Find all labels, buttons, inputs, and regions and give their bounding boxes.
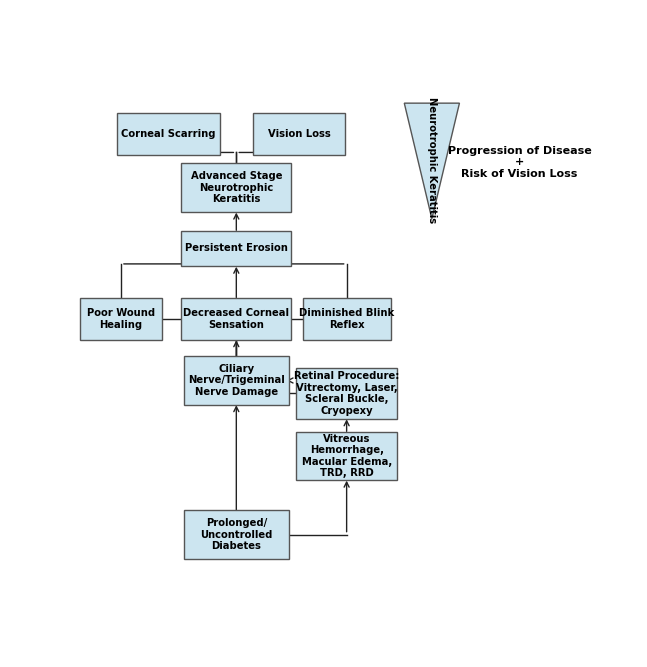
Text: Ciliary
Nerve/Trigeminal
Nerve Damage: Ciliary Nerve/Trigeminal Nerve Damage (188, 364, 285, 397)
Text: Corneal Scarring: Corneal Scarring (122, 129, 216, 139)
FancyBboxPatch shape (80, 297, 162, 340)
Text: Diminished Blink
Reflex: Diminished Blink Reflex (299, 308, 394, 329)
Text: Neurotrophic Keratitis: Neurotrophic Keratitis (427, 97, 437, 223)
FancyBboxPatch shape (184, 356, 289, 405)
FancyBboxPatch shape (184, 510, 289, 559)
FancyBboxPatch shape (117, 113, 220, 155)
Text: Advanced Stage
Neurotrophic
Keratitis: Advanced Stage Neurotrophic Keratitis (191, 171, 282, 205)
FancyBboxPatch shape (252, 113, 345, 155)
Text: Poor Wound
Healing: Poor Wound Healing (87, 308, 155, 329)
FancyBboxPatch shape (296, 432, 397, 480)
Text: Decreased Corneal
Sensation: Decreased Corneal Sensation (183, 308, 289, 329)
Text: Vitreous
Hemorrhage,
Macular Edema,
TRD, RRD: Vitreous Hemorrhage, Macular Edema, TRD,… (302, 434, 391, 478)
FancyBboxPatch shape (181, 231, 292, 267)
Text: Retinal Procedure:
Vitrectomy, Laser,
Scleral Buckle,
Cryopexy: Retinal Procedure: Vitrectomy, Laser, Sc… (294, 371, 399, 416)
FancyBboxPatch shape (296, 368, 397, 419)
Text: Progression of Disease
+
Risk of Vision Loss: Progression of Disease + Risk of Vision … (448, 145, 591, 179)
FancyBboxPatch shape (181, 297, 292, 340)
FancyBboxPatch shape (181, 163, 292, 212)
Text: Vision Loss: Vision Loss (268, 129, 331, 139)
Text: Prolonged/
Uncontrolled
Diabetes: Prolonged/ Uncontrolled Diabetes (200, 518, 272, 551)
FancyBboxPatch shape (303, 297, 391, 340)
Polygon shape (404, 103, 459, 219)
Text: Persistent Erosion: Persistent Erosion (185, 243, 288, 253)
